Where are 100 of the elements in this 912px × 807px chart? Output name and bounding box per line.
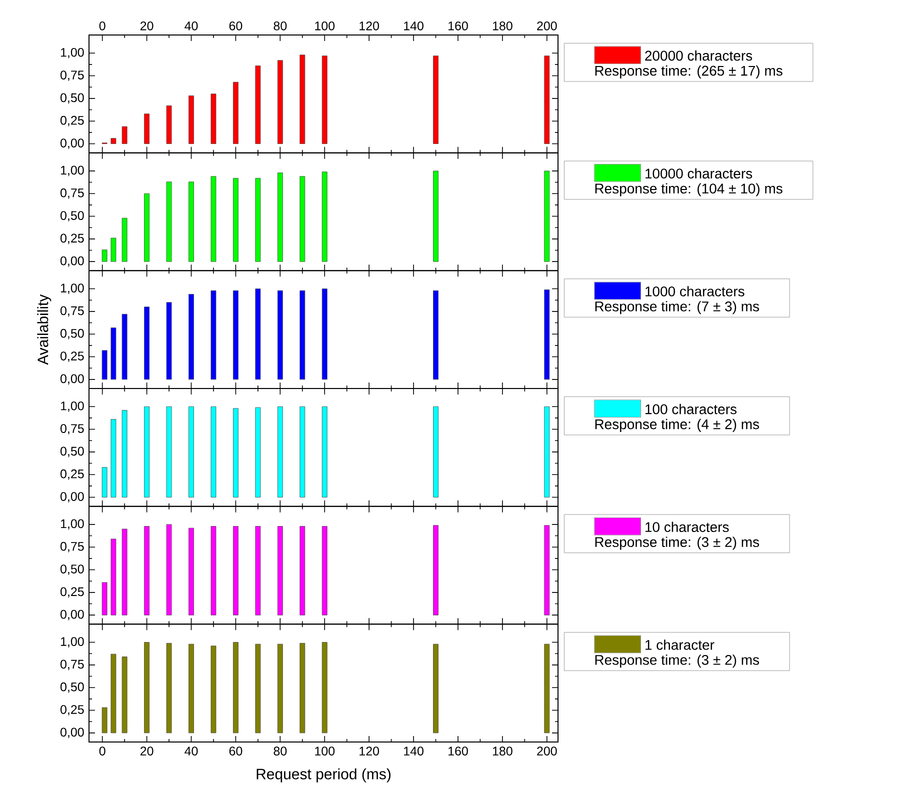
bar [322,642,328,734]
bar [122,314,128,380]
y-tick-label: 0,00 [60,728,84,738]
bar [277,290,283,380]
bar [544,406,550,498]
bar [277,526,283,616]
y-tick-label: 0,00 [60,492,84,502]
bar [210,290,216,380]
bar [233,82,238,144]
bar [166,302,172,380]
legend-label: 10 characters [646,522,729,532]
bar [300,290,306,380]
y-axis-title: Availability [37,294,52,365]
bar [433,56,438,144]
bar [102,707,108,734]
x-tick-label: 20 [140,746,154,756]
x2-tick-label: 120 [360,21,380,30]
bar [277,172,283,262]
x-tick-label: 40 [184,746,198,756]
x-tick-label: 140 [404,746,424,756]
x2-tick-label: 100 [315,21,335,30]
x-tick-label: 60 [229,746,242,756]
x-axis-title: Request period (ms) [256,768,390,782]
text: Response time: (3 ± 2) ms [595,654,760,668]
y-tick-label: 0,25 [60,352,84,362]
bar [300,54,306,144]
bar [300,176,306,262]
bar [322,288,328,380]
legend-label: 10000 characters [646,168,752,179]
legend-label: 100 characters [646,404,737,414]
y-tick-label: 0,25 [60,587,84,598]
bar [255,288,261,380]
bar [433,170,438,262]
bar [544,56,550,144]
y-tick-label: 0,25 [60,705,84,716]
text: Response time: (3 ± 2) ms [595,536,760,550]
text: Response time: (4 ± 2) ms [595,418,760,432]
bar [544,170,550,262]
bar [233,178,238,262]
y-tick-label: 0,00 [60,138,84,149]
bar [544,525,550,616]
x2-tick-label: 40 [184,21,198,30]
y-tick-label: 0,25 [60,234,84,244]
bar [322,172,328,262]
bar [122,656,128,734]
bar [277,60,283,144]
x-tick-label: 200 [537,746,557,756]
x2-tick-label: 200 [537,21,557,30]
bar [544,644,550,734]
bar [122,218,128,262]
y-tick-label: 1,00 [60,166,84,176]
bar [322,56,328,144]
bar [210,406,216,498]
bar [110,538,116,616]
y-tick-label: 0,00 [60,256,84,267]
bar [166,406,172,498]
y-tick-label: 0,25 [60,469,84,480]
bar [300,406,306,498]
y-tick-label: 0,50 [60,564,84,575]
bar [110,328,116,380]
bar [188,96,194,144]
bar [144,114,150,144]
bar [144,642,150,734]
x-tick-label: 160 [448,746,468,756]
y-tick-label: 0,75 [60,424,84,434]
y-tick-label: 0,75 [60,542,84,552]
x2-tick-label: 160 [448,21,468,30]
bar [188,406,194,498]
bar [233,642,238,734]
text: Response time: (104 ± 10) ms [595,183,782,196]
bar [233,408,238,498]
bar [210,646,216,734]
x-tick-label: 80 [274,746,287,756]
x-tick-label: 100 [315,746,335,756]
bar [122,126,128,144]
y-tick-label: 0,50 [60,682,84,693]
y-tick-label: 0,50 [60,93,84,104]
bar [255,644,261,734]
bar [277,644,283,734]
y-tick-label: 0,75 [60,188,84,199]
bar [166,182,172,262]
y-tick-label: 0,00 [60,374,84,385]
bar [122,528,128,616]
bar [188,528,194,616]
bar [300,642,306,734]
x-tick-label: 120 [360,746,380,756]
x2-tick-label: 60 [229,21,242,30]
bar [433,525,438,616]
y-tick-label: 0,50 [60,328,84,340]
bar [544,289,550,380]
bar [102,582,108,616]
bar [144,406,150,498]
bar [255,178,261,262]
y-tick-label: 1,00 [60,519,84,530]
text: Response time: (265 ± 17) ms [595,65,782,78]
bar [255,526,261,616]
bar [433,290,438,380]
bar [110,138,116,144]
y-tick-label: 0,25 [60,116,84,126]
y-tick-label: 1,00 [60,48,84,58]
